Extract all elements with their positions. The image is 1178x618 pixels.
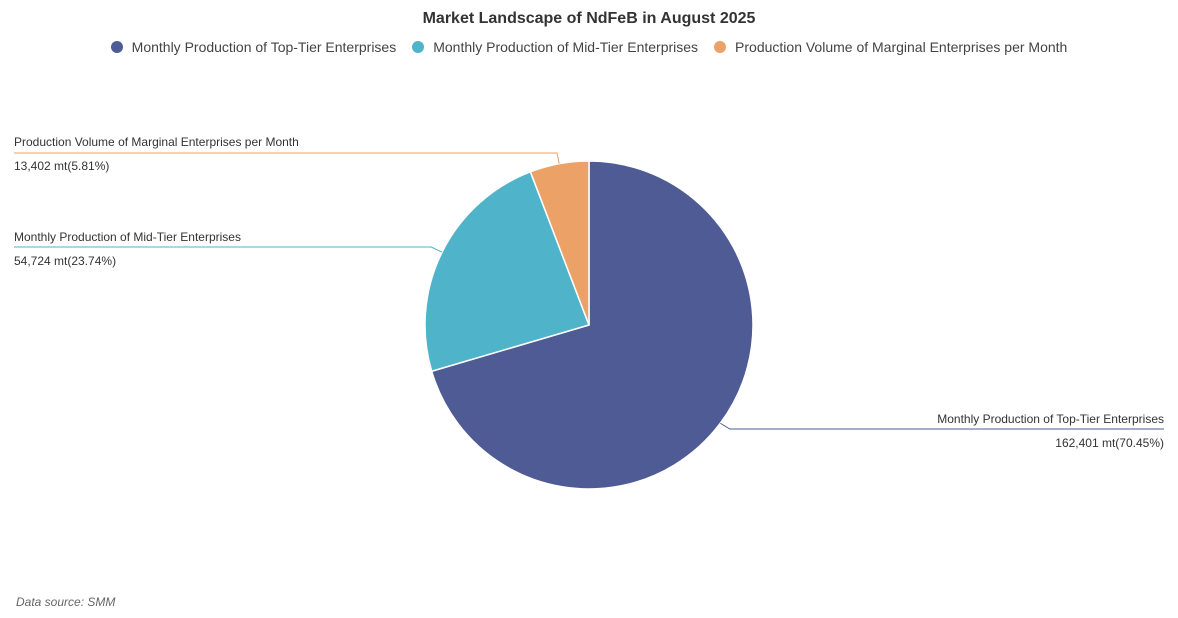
slice-label-marginal: Production Volume of Marginal Enterprise… (14, 135, 299, 149)
slice-value-mid-tier: 54,724 mt(23.74%) (14, 254, 116, 268)
data-source-note: Data source: SMM (16, 595, 116, 609)
legend-label-mid-tier: Monthly Production of Mid-Tier Enterpris… (433, 39, 699, 55)
leader-line-marginal (14, 152, 560, 164)
slice-value-top-tier: 162,401 mt(70.45%) (1055, 436, 1164, 450)
slice-value-marginal: 13,402 mt(5.81%) (14, 159, 109, 173)
leader-line-mid-tier (14, 246, 443, 253)
legend: Monthly Production of Top-Tier Enterpris… (0, 39, 1178, 55)
pie-slice-top-tier[interactable] (430, 160, 754, 490)
legend-item-marginal[interactable]: Production Volume of Marginal Enterprise… (714, 39, 1067, 55)
chart-title: Market Landscape of NdFeB in August 2025 (422, 10, 756, 27)
leader-line-top-tier (720, 422, 1164, 430)
legend-swatch-top-tier (110, 41, 123, 53)
slice-label-top-tier: Monthly Production of Top-Tier Enterpris… (937, 412, 1164, 426)
legend-label-marginal: Production Volume of Marginal Enterprise… (735, 39, 1068, 55)
pie-slice-mid-tier[interactable] (424, 170, 590, 373)
pie-slices (424, 160, 754, 490)
slice-label-mid-tier: Monthly Production of Mid-Tier Enterpris… (14, 230, 241, 244)
legend-label-top-tier: Monthly Production of Top-Tier Enterpris… (131, 39, 397, 55)
legend-swatch-mid-tier (412, 41, 425, 53)
legend-swatch-marginal (714, 41, 727, 53)
legend-item-mid-tier[interactable]: Monthly Production of Mid-Tier Enterpris… (412, 39, 698, 55)
pie-labels: Monthly Production of Top-Tier Enterpris… (14, 135, 1164, 450)
legend-item-top-tier[interactable]: Monthly Production of Top-Tier Enterpris… (110, 39, 397, 55)
